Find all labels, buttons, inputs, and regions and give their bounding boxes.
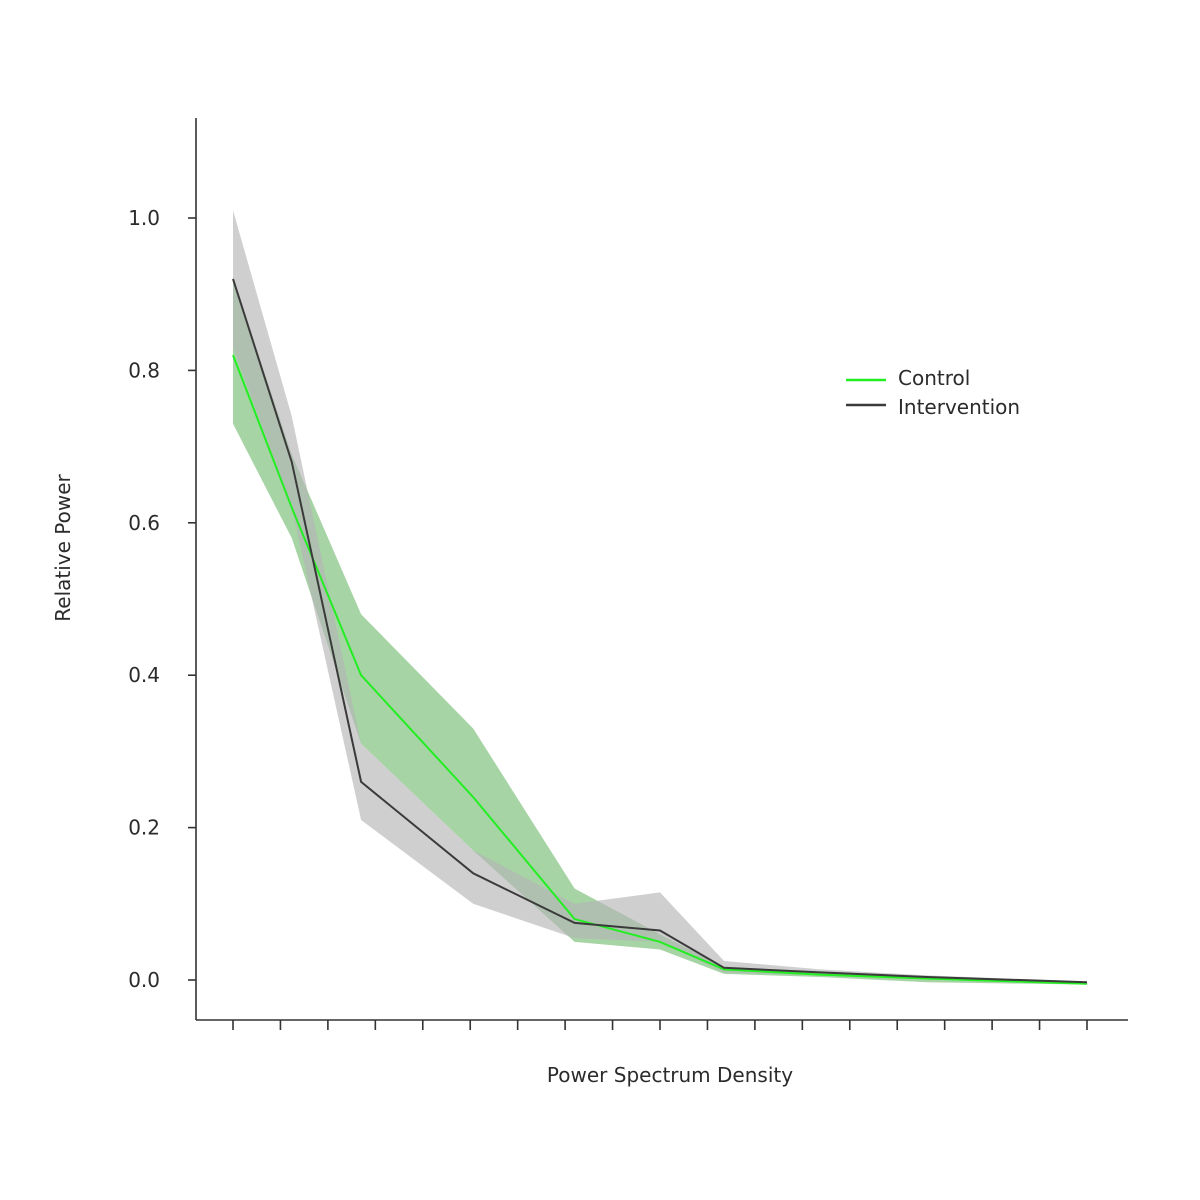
band-intervention — [233, 210, 1087, 984]
x-ticks — [232, 1020, 1088, 1030]
y-tick-label: 0.0 — [128, 968, 160, 992]
y-tick-label: 0.2 — [128, 816, 160, 840]
legend-label-intervention: Intervention — [898, 395, 1020, 419]
series-lines — [232, 278, 1088, 985]
axes — [195, 118, 1128, 1021]
y-tick-label: 0.8 — [128, 358, 160, 382]
confidence-bands — [233, 210, 1087, 985]
x-axis-title: Power Spectrum Density — [547, 1063, 793, 1087]
line-intervention — [232, 278, 1088, 984]
y-axis-title: Relative Power — [51, 473, 75, 621]
y-tick-label: 1.0 — [128, 206, 160, 230]
y-tick-label: 0.4 — [128, 663, 160, 687]
y-ticks: 0.0 0.2 0.4 0.6 0.8 1.0 — [128, 206, 196, 992]
legend: Control Intervention — [846, 366, 1020, 419]
legend-label-control: Control — [898, 366, 970, 390]
band-control — [233, 278, 1087, 985]
line-control — [232, 354, 1088, 985]
y-tick-label: 0.6 — [128, 511, 160, 535]
